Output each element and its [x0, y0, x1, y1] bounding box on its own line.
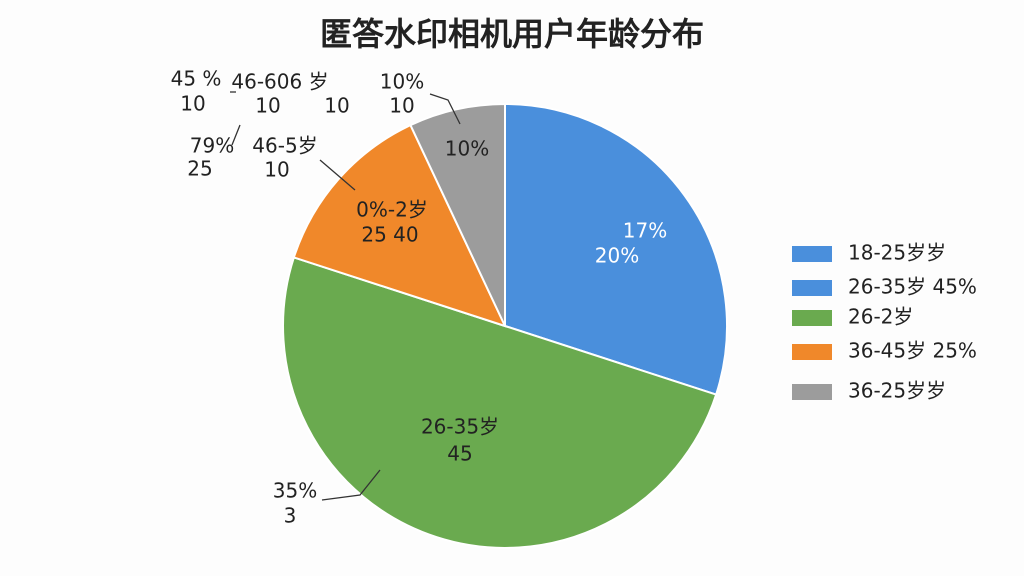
annotation: 35%	[273, 479, 317, 503]
annotation: 10	[180, 92, 205, 116]
leader-line	[429, 93, 461, 125]
pie-slice	[292, 123, 507, 328]
legend-swatch	[792, 310, 832, 326]
legend-swatch	[792, 344, 832, 360]
pie	[282, 102, 728, 549]
annotation: 10%	[380, 70, 424, 94]
legend-label: 26-2岁	[848, 305, 913, 329]
annotation: 0%-2岁	[356, 198, 428, 222]
annotation: 26-35岁	[421, 415, 499, 439]
leader-lines	[230, 91, 461, 501]
annotation: 10	[324, 94, 349, 118]
legend-swatch	[792, 246, 832, 262]
annotation: 79%	[190, 134, 234, 158]
annotation: 3	[284, 504, 297, 528]
legend-label: 26-35岁 45%	[848, 275, 977, 299]
annotation: 25	[187, 157, 212, 181]
annotation: 10	[264, 158, 289, 182]
annotation: 45 %	[171, 67, 222, 91]
leader-line	[321, 469, 381, 501]
pie-slice	[409, 102, 506, 327]
annotation: 10	[389, 94, 414, 118]
legend-swatch	[792, 280, 832, 296]
annotation: 25 40	[361, 223, 418, 247]
chart-title: 匿答水印相机用户年龄分布	[320, 15, 704, 53]
pie-slice	[504, 102, 728, 396]
annotation: 46-5岁	[252, 134, 317, 158]
annotation: 46-606 岁	[231, 70, 328, 94]
annotation: 17%	[623, 219, 667, 243]
annotation: 10%	[445, 137, 489, 161]
annotation: 45	[447, 442, 472, 466]
annotation: 20%	[595, 244, 639, 268]
legend-swatch	[792, 384, 832, 400]
legend-label: 36-25岁岁	[848, 379, 946, 403]
legend-label: 18-25岁岁	[848, 241, 946, 265]
leader-line	[231, 124, 241, 146]
legend: 18-25岁岁 26-35岁 45% 26-2岁 36-45岁 25% 36-25岁岁	[792, 241, 977, 403]
pie-slice	[282, 256, 718, 549]
legend-label: 36-45岁 25%	[848, 339, 977, 363]
annotation: 10	[255, 94, 280, 118]
leader-line	[319, 159, 356, 191]
